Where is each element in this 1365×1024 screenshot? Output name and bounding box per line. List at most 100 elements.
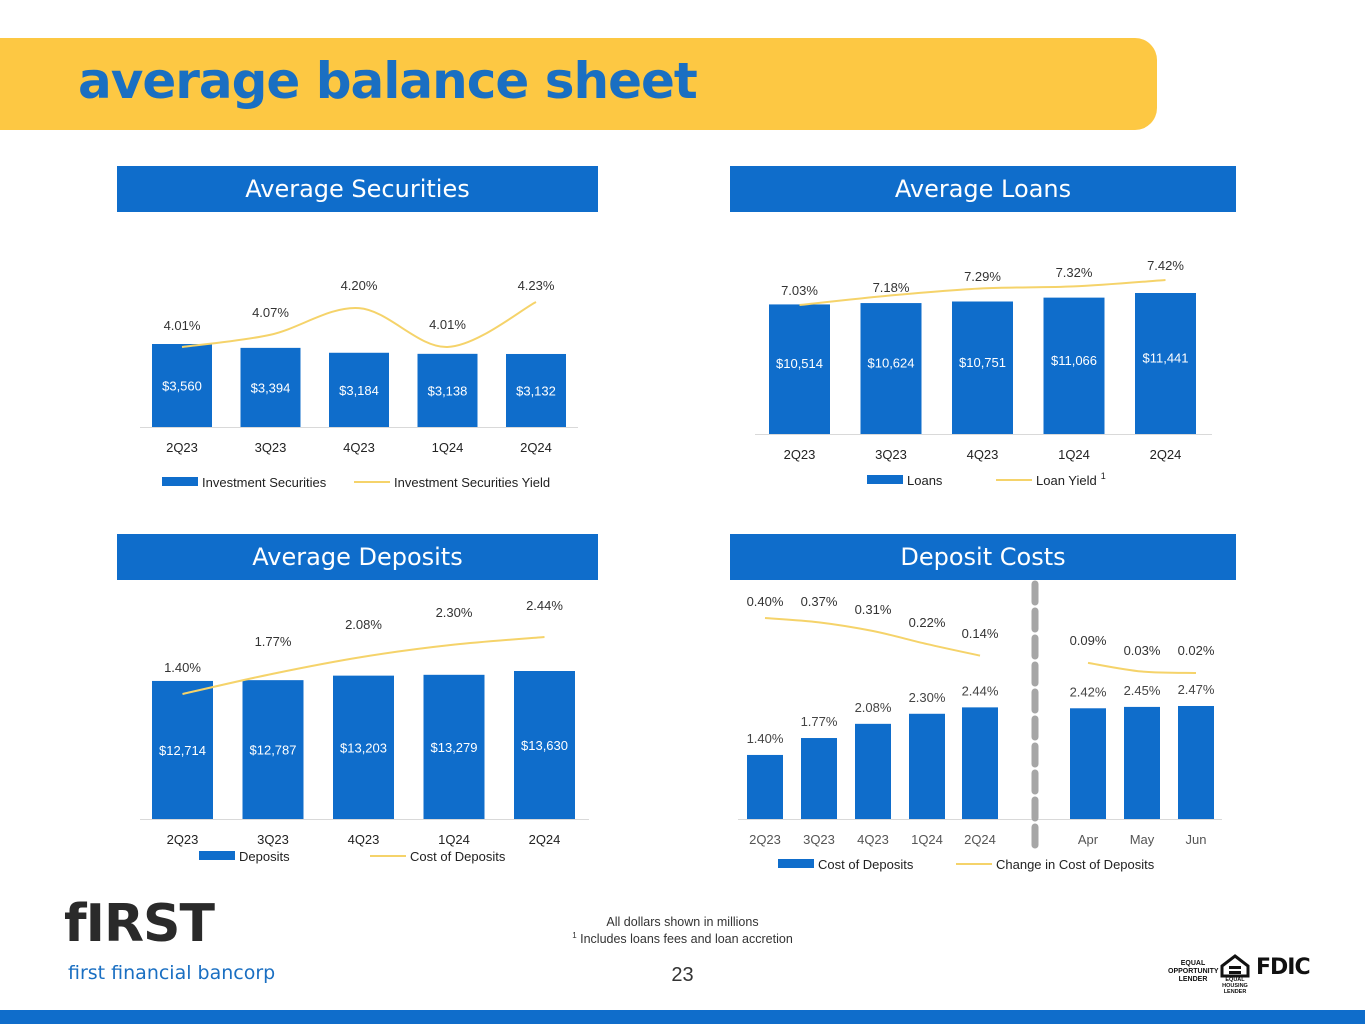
costs-category-label: 2Q23 bbox=[749, 832, 781, 847]
securities-line-label: 4.07% bbox=[252, 305, 289, 320]
loans-bar-label: $10,751 bbox=[959, 355, 1006, 370]
securities-line-label: 4.01% bbox=[164, 318, 201, 333]
costs-category-label: 4Q23 bbox=[857, 832, 889, 847]
loans-bar-label: $10,624 bbox=[868, 356, 915, 371]
securities-bar-label: $3,394 bbox=[251, 380, 291, 395]
panel-header-costs: Deposit Costs bbox=[730, 534, 1236, 580]
costs-bar bbox=[1070, 708, 1106, 819]
footnote-dollars: All dollars shown in millions bbox=[606, 915, 759, 929]
deposits-bar-label: $13,279 bbox=[431, 740, 478, 755]
deposits-category-label: 2Q23 bbox=[167, 832, 199, 847]
costs-bar-label: 2.45% bbox=[1124, 683, 1161, 698]
costs-bar-label: 2.08% bbox=[855, 700, 892, 715]
securities-bar bbox=[240, 347, 301, 427]
loans-category-label: 1Q24 bbox=[1058, 447, 1090, 462]
costs-legend-bar-label: Cost of Deposits bbox=[818, 857, 914, 872]
costs-bar-label: 1.77% bbox=[801, 714, 838, 729]
loans-bar bbox=[769, 304, 830, 434]
costs-line-label: 0.14% bbox=[962, 626, 999, 641]
costs-category-label: 1Q24 bbox=[911, 832, 943, 847]
panel-header-loans: Average Loans bbox=[730, 166, 1236, 212]
deposits-legend-line-label: Cost of Deposits bbox=[410, 849, 506, 864]
costs-line-series bbox=[1087, 661, 1197, 674]
loans-category-label: 2Q24 bbox=[1150, 447, 1182, 462]
loans-bar-label: $10,514 bbox=[776, 356, 823, 371]
securities-category-label: 2Q24 bbox=[520, 440, 552, 455]
costs-line-label: 0.40% bbox=[747, 594, 784, 609]
bottom-bar bbox=[0, 1010, 1365, 1024]
securities-bar bbox=[152, 344, 212, 427]
fdic-logo: FDIC bbox=[1256, 955, 1311, 980]
securities-bar bbox=[329, 352, 389, 427]
securities-line-label: 4.20% bbox=[341, 278, 378, 293]
securities-line-label: 4.23% bbox=[518, 278, 555, 293]
securities-bar bbox=[506, 353, 566, 427]
loans-bar-label: $11,066 bbox=[1051, 353, 1097, 368]
securities-category-label: 4Q23 bbox=[343, 440, 375, 455]
securities-bar-label: $3,184 bbox=[339, 383, 379, 398]
costs-bar bbox=[1178, 706, 1214, 819]
securities-category-label: 2Q23 bbox=[166, 440, 198, 455]
securities-legend-line-label: Investment Securities Yield bbox=[394, 475, 550, 490]
costs-line-label: 0.09% bbox=[1070, 633, 1107, 648]
costs-bar bbox=[801, 738, 837, 819]
loans-legend-bar-label: Loans bbox=[907, 473, 943, 488]
loans-bar bbox=[1043, 297, 1105, 434]
deposits-line-label: 2.44% bbox=[526, 598, 563, 613]
deposits-bar bbox=[242, 680, 304, 819]
deposits-legend-bar-label: Deposits bbox=[239, 849, 290, 864]
deposits-bar-label: $13,203 bbox=[340, 740, 387, 755]
equal-housing-lender-text: EQUAL HOUSING LENDER bbox=[1222, 977, 1248, 995]
deposits-line-label: 1.77% bbox=[255, 634, 292, 649]
deposits-bar bbox=[333, 675, 394, 819]
loans-line-label: 7.29% bbox=[964, 269, 1001, 284]
securities-bar-label: $3,138 bbox=[428, 383, 468, 398]
costs-line-label: 0.03% bbox=[1124, 643, 1161, 658]
costs-bar-label: 2.30% bbox=[909, 690, 946, 705]
equal-housing-lender-icon bbox=[1220, 954, 1250, 978]
costs-bar-label: 1.40% bbox=[747, 731, 784, 746]
deposits-category-label: 4Q23 bbox=[348, 832, 380, 847]
title-banner bbox=[0, 38, 1157, 130]
deposits-bar bbox=[514, 671, 575, 819]
loans-category-label: 2Q23 bbox=[784, 447, 816, 462]
panel-header-deposits: Average Deposits bbox=[117, 534, 598, 580]
deposits-bar bbox=[423, 674, 485, 819]
deposits-line-series bbox=[182, 636, 545, 695]
costs-legend-bar-swatch bbox=[778, 859, 814, 868]
securities-legend-bar-label: Investment Securities bbox=[202, 475, 327, 490]
costs-category-label: 2Q24 bbox=[964, 832, 996, 847]
loans-line-label: 7.03% bbox=[781, 283, 818, 298]
deposits-line-label: 1.40% bbox=[164, 660, 201, 675]
deposits-bar-label: $12,714 bbox=[159, 743, 206, 758]
loans-bar-label: $11,441 bbox=[1142, 351, 1188, 366]
costs-line-label: 0.02% bbox=[1178, 643, 1215, 658]
deposits-category-label: 1Q24 bbox=[438, 832, 470, 847]
costs-bar bbox=[855, 723, 891, 819]
securities-category-label: 1Q24 bbox=[432, 440, 464, 455]
loans-legend-line-label: Loan Yield 1 bbox=[1036, 471, 1106, 488]
deposits-category-label: 3Q23 bbox=[257, 832, 289, 847]
loans-line-label: 7.42% bbox=[1147, 258, 1184, 273]
costs-category-label: May bbox=[1130, 832, 1155, 847]
costs-line-label: 0.31% bbox=[855, 602, 892, 617]
loans-category-label: 3Q23 bbox=[875, 447, 907, 462]
securities-bar-label: $3,560 bbox=[162, 379, 202, 394]
costs-bar bbox=[909, 713, 945, 819]
loans-bar bbox=[1135, 293, 1196, 434]
footnote-loan-fees-text: Includes loans fees and loan accretion bbox=[576, 932, 793, 947]
deposits-bar-label: $13,630 bbox=[521, 738, 568, 753]
loans-line-label: 7.18% bbox=[873, 280, 910, 295]
deposits-bar-label: $12,787 bbox=[250, 743, 297, 758]
loans-legend-bar-swatch bbox=[867, 475, 903, 484]
deposits-line-label: 2.08% bbox=[345, 617, 382, 632]
footnote-sup: 1 bbox=[572, 931, 577, 940]
costs-bar bbox=[962, 707, 998, 819]
securities-line-series bbox=[181, 301, 537, 349]
loans-line-series bbox=[799, 279, 1166, 306]
footnote-loan-fees: 1 Includes loans fees and loan accretion bbox=[0, 931, 1365, 946]
loans-bar bbox=[860, 303, 922, 434]
securities-legend-bar-swatch bbox=[162, 477, 198, 486]
costs-line-label: 0.22% bbox=[909, 615, 946, 630]
